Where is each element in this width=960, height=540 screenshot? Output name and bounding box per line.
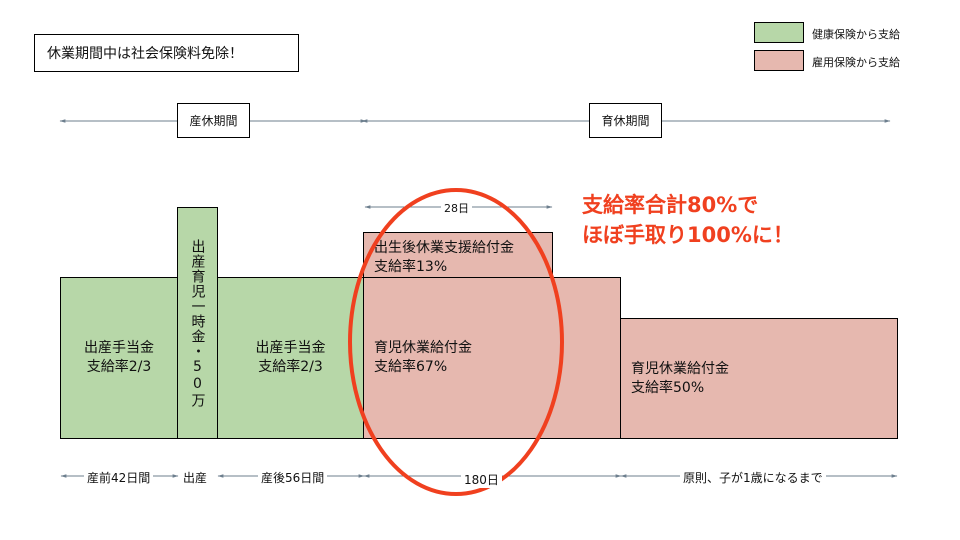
post-birth-allowance-title: 出産手当金 <box>255 340 326 356</box>
callout-line1: 支給率合計80%で <box>582 193 759 217</box>
timeline-rest-label: 原則、子が1歳になるまで <box>680 469 826 486</box>
maternity-period-label: 産休期間 <box>177 103 250 138</box>
timeline-pre-label: 産前42日間 <box>84 469 154 486</box>
timeline-180-label: 180日 <box>461 471 502 488</box>
childcare-67-title: 育児休業給付金 <box>374 340 472 356</box>
legend-health-label: 健康保険から支給 <box>812 28 900 41</box>
childcare-period-label: 育休期間 <box>589 103 662 138</box>
paternity-support-rate: 支給率13% <box>374 259 448 275</box>
span-28-label: 28日 <box>441 200 472 216</box>
paternity-support-title: 出生後休業支援給付金 <box>374 240 514 256</box>
lump-sum-block: 出産育児一時金・50万 <box>177 207 218 439</box>
childcare-50-title: 育児休業給付金 <box>631 360 729 377</box>
post-birth-allowance-block: 出産手当金 支給率2/3 <box>217 277 364 439</box>
social-insurance-note: 休業期間中は社会保険料免除！ <box>34 34 299 72</box>
timeline-birth-label: 出産 <box>183 469 208 486</box>
childcare-67-block: 育児休業給付金 支給率67% <box>363 277 621 439</box>
social-insurance-note-text: 休業期間中は社会保険料免除！ <box>47 46 243 62</box>
post-birth-allowance-rate: 支給率2/3 <box>258 359 323 375</box>
legend-health-swatch <box>754 22 804 43</box>
callout-text: 支給率合計80%で ほぼ手取り100%に！ <box>582 190 794 250</box>
childcare-67-rate: 支給率67% <box>374 359 448 375</box>
childcare-50-rate: 支給率50% <box>631 379 705 396</box>
legend-employment-swatch <box>754 50 804 71</box>
paternity-support-block: 出生後休業支援給付金 支給率13% <box>363 232 553 278</box>
pre-birth-allowance-title: 出産手当金 <box>84 340 154 356</box>
pre-birth-allowance-rate: 支給率2/3 <box>86 359 152 375</box>
childcare-50-block: 育児休業給付金 支給率50% <box>620 318 898 439</box>
callout-line2: ほぼ手取り100%に！ <box>582 223 794 247</box>
lump-sum-text: 出産育児一時金・50万 <box>189 238 206 408</box>
timeline-post-label: 産後56日間 <box>258 469 328 486</box>
maternity-period-text: 産休期間 <box>189 114 238 128</box>
legend-employment-label: 雇用保険から支給 <box>812 56 900 69</box>
childcare-period-text: 育休期間 <box>601 114 650 128</box>
